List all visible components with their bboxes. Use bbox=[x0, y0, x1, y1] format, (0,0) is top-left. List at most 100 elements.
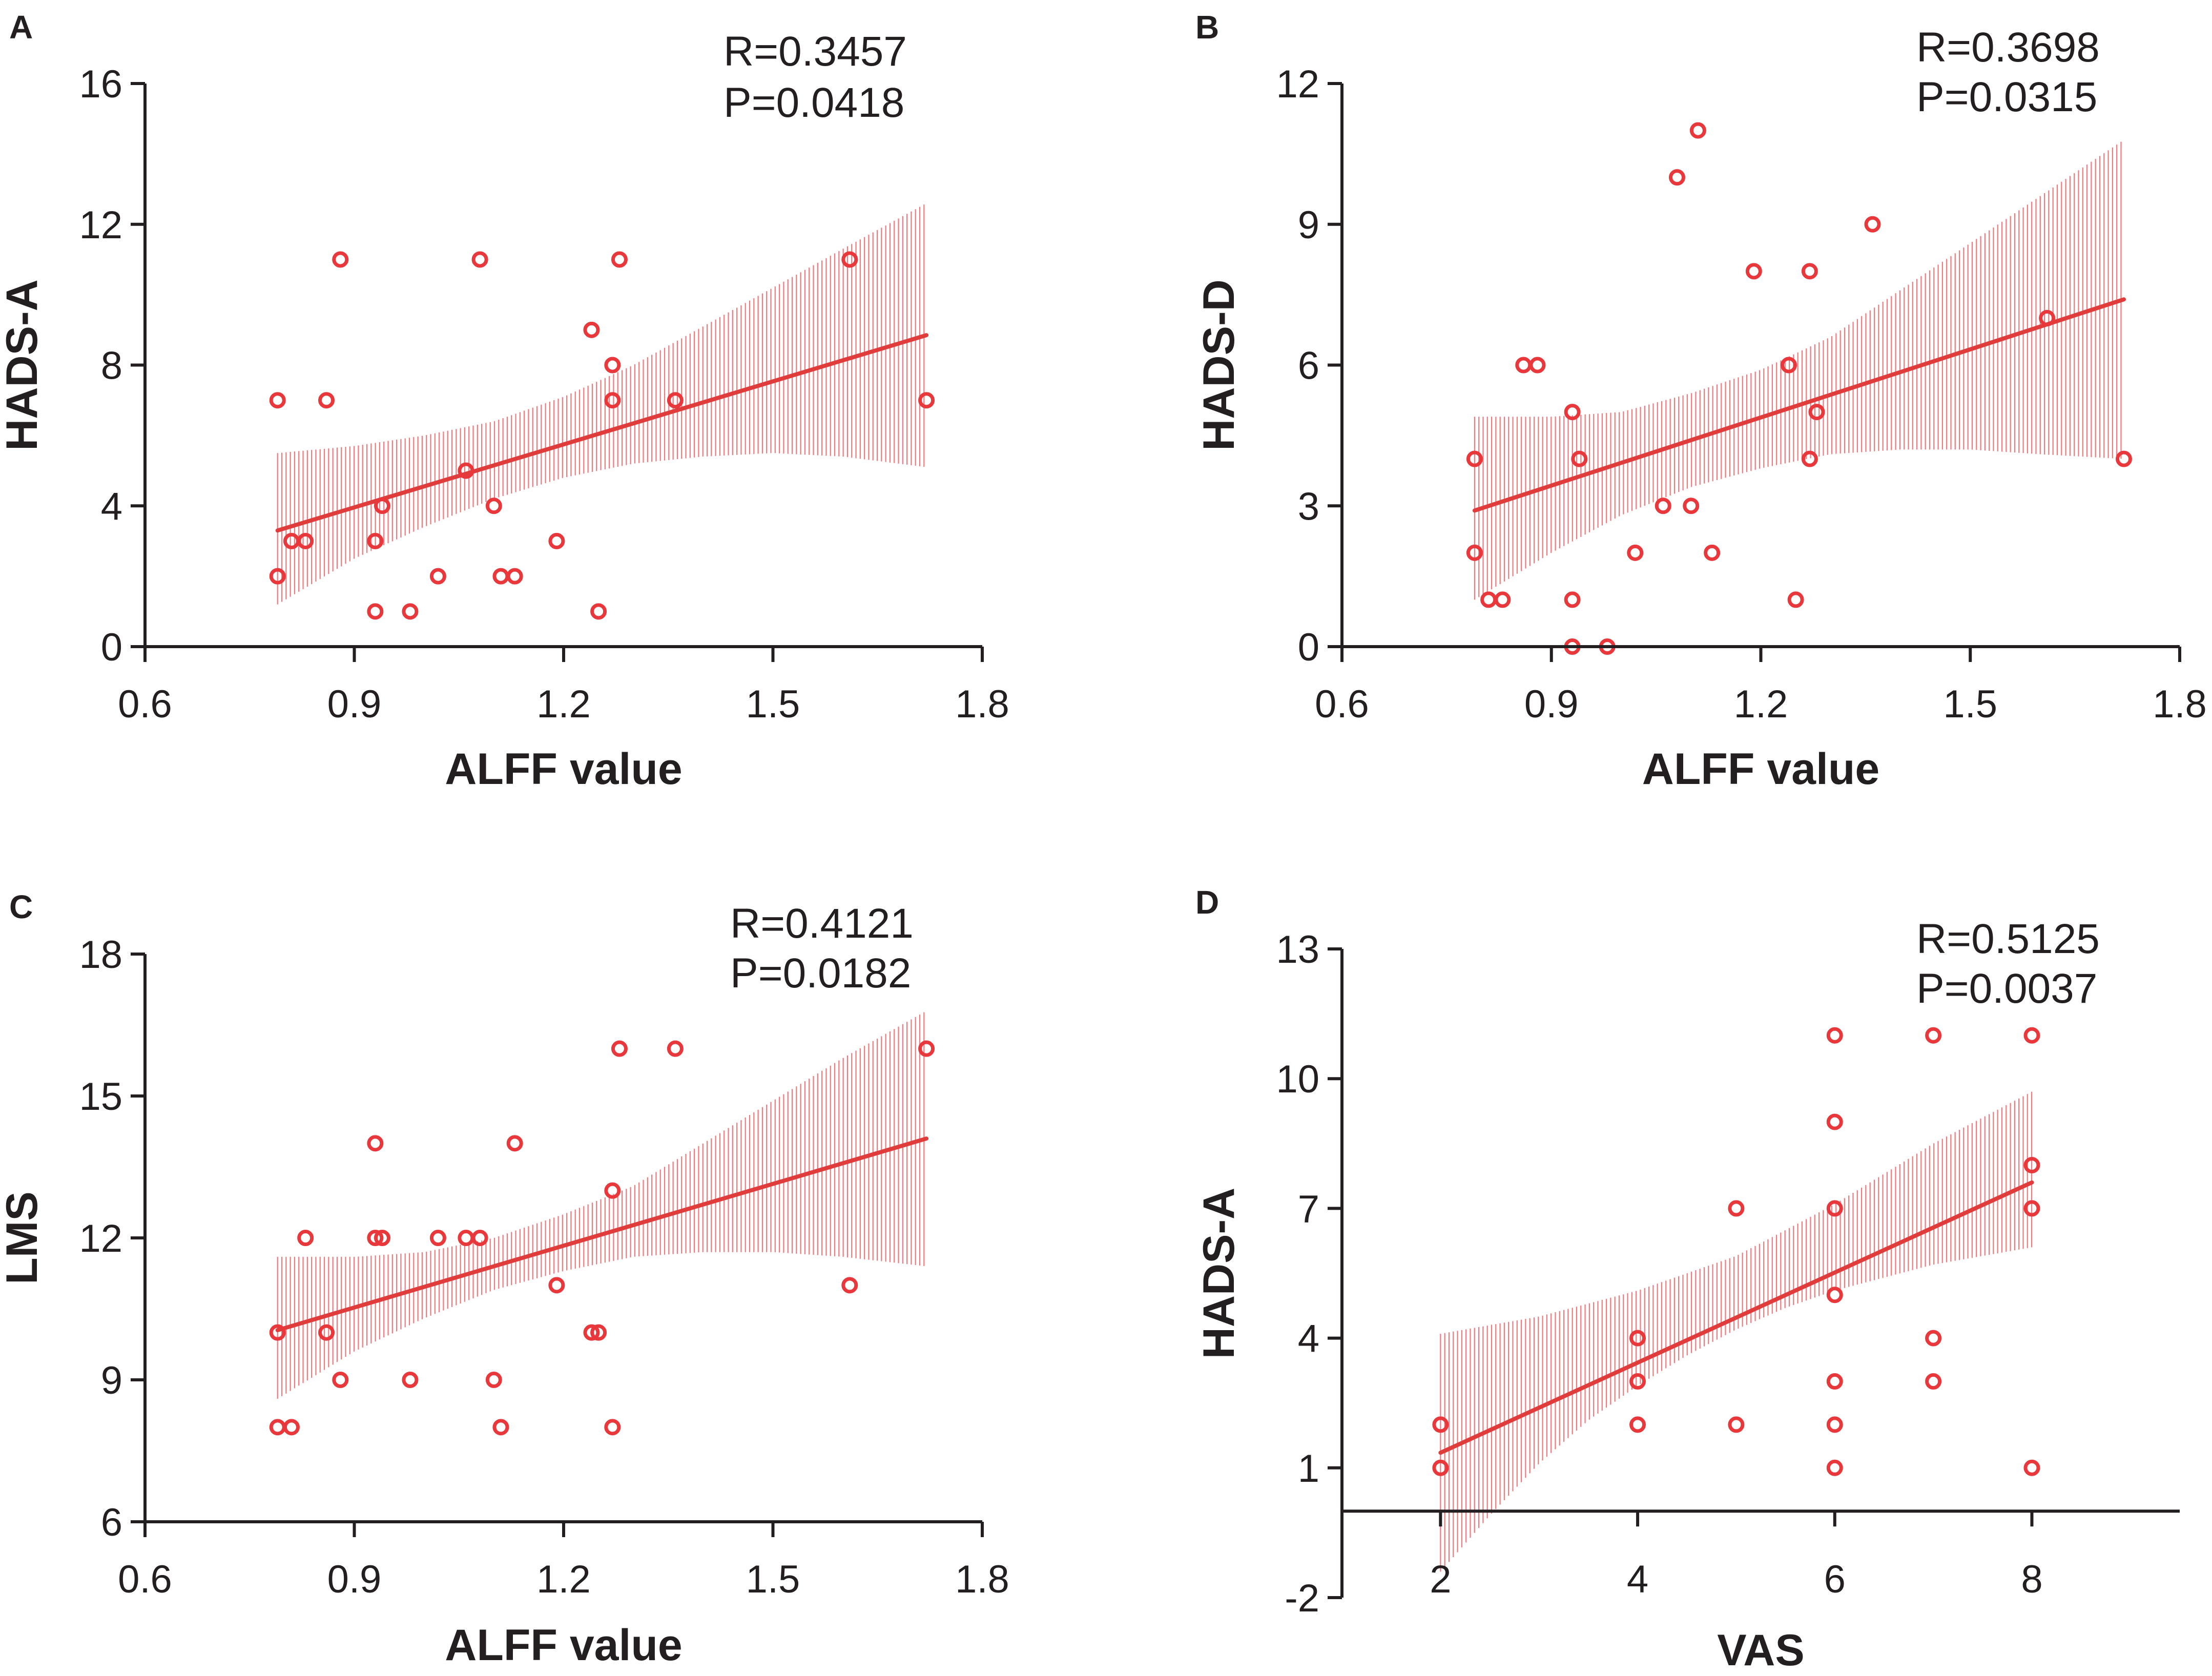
data-point bbox=[1826, 1287, 1843, 1303]
x-tick-label: 1.2 bbox=[1734, 682, 1788, 726]
x-axis-title: ALFF value bbox=[445, 744, 683, 794]
data-point bbox=[506, 568, 523, 585]
data-point bbox=[2023, 1459, 2040, 1476]
y-tick-label: 12 bbox=[79, 203, 122, 247]
data-point bbox=[1826, 1459, 1843, 1476]
data-point bbox=[1480, 591, 1497, 608]
data-point bbox=[1494, 591, 1511, 608]
data-point bbox=[1787, 591, 1804, 608]
confidence-band bbox=[277, 1012, 925, 1399]
data-point bbox=[471, 251, 488, 268]
data-point bbox=[611, 251, 628, 268]
panel-letter: C bbox=[9, 888, 33, 925]
data-point bbox=[458, 1230, 474, 1246]
data-point bbox=[1629, 1373, 1646, 1390]
data-point bbox=[1515, 357, 1532, 374]
data-point bbox=[269, 1324, 286, 1341]
data-point bbox=[590, 1324, 607, 1341]
y-tick-label: 4 bbox=[1298, 1317, 1319, 1361]
data-point bbox=[283, 1419, 300, 1436]
x-tick-label: 1.5 bbox=[1943, 682, 1997, 726]
x-tick-label: 1.8 bbox=[955, 1558, 1009, 1601]
data-point bbox=[492, 1419, 509, 1436]
panel-letter: D bbox=[1195, 884, 1219, 921]
data-point bbox=[485, 1372, 502, 1388]
data-point bbox=[318, 392, 335, 409]
data-point bbox=[2023, 1157, 2040, 1173]
regression-line bbox=[275, 1136, 929, 1333]
correlation-r: R=0.3457 bbox=[723, 28, 907, 75]
x-tick-label: 1.8 bbox=[955, 682, 1009, 726]
p-value: P=0.0315 bbox=[1916, 74, 2097, 120]
data-point bbox=[1925, 1027, 1942, 1044]
data-point bbox=[1432, 1459, 1449, 1476]
data-point bbox=[841, 251, 858, 268]
y-tick-label: 16 bbox=[79, 63, 122, 106]
regression-line bbox=[275, 333, 929, 533]
data-point bbox=[1564, 591, 1581, 608]
data-point bbox=[2023, 1027, 2040, 1044]
confidence-band bbox=[277, 204, 925, 605]
confidence-band bbox=[1440, 1091, 2033, 1572]
data-point bbox=[1826, 1027, 1843, 1044]
confidence-band bbox=[1474, 141, 2122, 600]
data-point bbox=[1704, 544, 1721, 561]
data-point bbox=[1627, 544, 1644, 561]
y-tick-label: 3 bbox=[1298, 485, 1319, 528]
x-tick-label: 1.2 bbox=[536, 1558, 591, 1601]
data-point bbox=[402, 1372, 419, 1388]
data-point bbox=[1864, 216, 1881, 233]
data-point bbox=[583, 321, 600, 338]
y-tick-label: -2 bbox=[1285, 1577, 1319, 1620]
y-tick-label: 1 bbox=[1298, 1447, 1319, 1491]
data-point bbox=[1801, 450, 1818, 467]
data-point bbox=[1781, 357, 1797, 374]
data-point bbox=[918, 392, 935, 409]
y-tick-label: 9 bbox=[101, 1359, 122, 1402]
x-axis-title: ALFF value bbox=[1642, 744, 1880, 794]
data-point bbox=[1629, 1416, 1646, 1433]
y-tick-label: 0 bbox=[101, 626, 122, 669]
data-point bbox=[1432, 1416, 1449, 1433]
y-tick-label: 6 bbox=[1298, 344, 1319, 388]
p-value: P=0.0182 bbox=[730, 950, 911, 997]
data-point bbox=[548, 1277, 565, 1294]
y-tick-label: 10 bbox=[1276, 1058, 1319, 1101]
y-tick-label: 18 bbox=[79, 933, 122, 977]
data-point bbox=[1925, 1330, 1942, 1347]
data-point bbox=[604, 1419, 621, 1436]
panel-a: 0 4 8 12 16 0.6 0.9 1.2 1.5 1.8 ALFF value HADS-A A R… bbox=[0, 9, 1009, 794]
panel-b: 0 3 6 9 12 0.6 0.9 1.2 1.5 1.8 ALFF value HADS-D B R=… bbox=[1194, 9, 2207, 794]
x-tick-label: 1.2 bbox=[536, 682, 591, 726]
data-point bbox=[1689, 122, 1706, 139]
data-point bbox=[374, 1230, 390, 1246]
data-point bbox=[1745, 263, 1762, 280]
data-point bbox=[604, 357, 621, 374]
x-tick-label: 0.6 bbox=[118, 682, 172, 726]
y-tick-label: 4 bbox=[101, 485, 122, 528]
panel-letter: A bbox=[9, 9, 33, 46]
data-point bbox=[1629, 1330, 1646, 1347]
data-point bbox=[1826, 1373, 1843, 1390]
y-tick-label: 15 bbox=[79, 1075, 122, 1119]
data-point bbox=[485, 498, 502, 514]
data-point bbox=[1655, 498, 1671, 514]
x-tick-label: 6 bbox=[1824, 1558, 1846, 1601]
data-point bbox=[1826, 1416, 1843, 1433]
p-value: P=0.0037 bbox=[1916, 965, 2097, 1012]
y-tick-label: 7 bbox=[1298, 1187, 1319, 1231]
data-point bbox=[2116, 450, 2132, 467]
data-point bbox=[492, 568, 509, 585]
data-point bbox=[583, 1324, 600, 1341]
data-point bbox=[1728, 1200, 1745, 1217]
data-point bbox=[1669, 169, 1685, 186]
data-point bbox=[667, 1040, 684, 1057]
x-tick-label: 4 bbox=[1627, 1558, 1648, 1601]
data-point bbox=[1683, 498, 1700, 514]
data-point bbox=[604, 392, 621, 409]
data-point bbox=[1466, 450, 1483, 467]
x-tick-label: 0.6 bbox=[118, 1558, 172, 1601]
x-tick-label: 0.6 bbox=[1315, 682, 1369, 726]
y-axis-title: HADS-A bbox=[1194, 1188, 1244, 1359]
data-point bbox=[367, 603, 384, 620]
